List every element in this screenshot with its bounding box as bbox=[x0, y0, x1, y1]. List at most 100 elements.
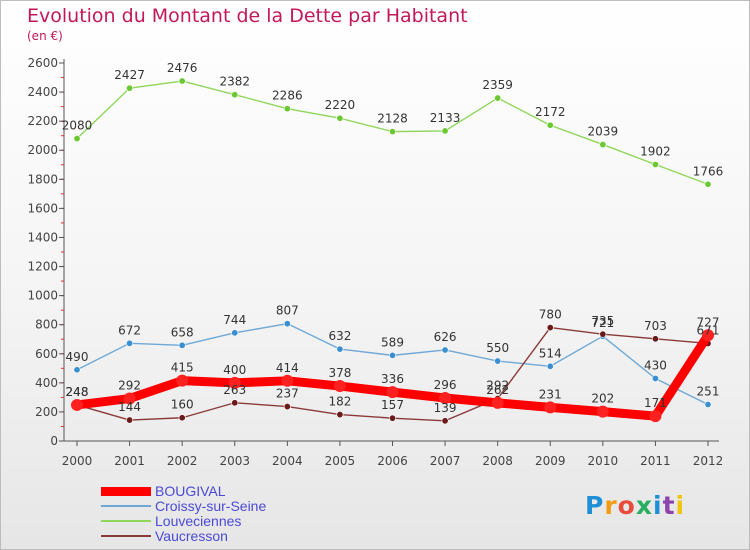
data-point bbox=[544, 401, 557, 414]
data-point bbox=[336, 345, 344, 353]
data-point bbox=[702, 329, 714, 342]
y-tick-label: 200 bbox=[35, 405, 58, 419]
data-label: 262 bbox=[486, 383, 509, 397]
data-point bbox=[126, 416, 134, 424]
logo-letter: r bbox=[604, 491, 618, 520]
legend-label: Louveciennes bbox=[155, 513, 242, 529]
x-tick-label: 2003 bbox=[219, 454, 250, 468]
y-tick-label: 1600 bbox=[27, 201, 58, 215]
data-point bbox=[491, 396, 504, 409]
data-point bbox=[651, 374, 659, 382]
y-tick-label: 1200 bbox=[27, 260, 58, 274]
legend-label: Croissy-sur-Seine bbox=[155, 498, 267, 514]
data-label: 292 bbox=[486, 379, 509, 393]
data-point bbox=[336, 411, 344, 419]
data-label: 144 bbox=[118, 400, 141, 414]
x-tick-label: 2007 bbox=[430, 454, 461, 468]
data-label: 721 bbox=[591, 316, 614, 330]
x-tick-label: 2011 bbox=[640, 454, 671, 468]
data-label: 400 bbox=[223, 363, 246, 377]
legend-swatch bbox=[101, 520, 151, 522]
data-label: 1902 bbox=[640, 144, 671, 158]
data-label: 2476 bbox=[167, 61, 198, 75]
data-label: 231 bbox=[539, 387, 562, 401]
data-label: 735 bbox=[591, 314, 614, 328]
data-label: 2382 bbox=[219, 75, 250, 89]
data-label: 251 bbox=[697, 385, 720, 399]
data-label: 1766 bbox=[693, 164, 724, 178]
x-tick-label: 2010 bbox=[588, 454, 619, 468]
data-label: 490 bbox=[66, 350, 89, 364]
data-point bbox=[439, 391, 452, 404]
data-label: 744 bbox=[223, 313, 246, 327]
data-label: 292 bbox=[118, 379, 141, 393]
legend-swatch bbox=[101, 505, 151, 507]
data-label: 2220 bbox=[325, 98, 356, 112]
data-point bbox=[388, 351, 396, 359]
x-tick-label: 2000 bbox=[62, 454, 93, 468]
data-point bbox=[388, 128, 396, 136]
data-label: 2128 bbox=[377, 112, 408, 126]
y-tick-label: 600 bbox=[35, 347, 58, 361]
data-label: 703 bbox=[644, 319, 667, 333]
legend-swatch bbox=[101, 535, 151, 537]
data-point bbox=[599, 141, 607, 149]
data-point bbox=[178, 77, 186, 85]
data-label: 248 bbox=[66, 385, 89, 399]
data-label: 658 bbox=[171, 325, 194, 339]
data-point bbox=[704, 180, 712, 188]
data-point bbox=[176, 374, 189, 387]
data-point bbox=[649, 410, 662, 423]
x-tick-label: 2005 bbox=[325, 454, 356, 468]
y-tick-label: 2200 bbox=[27, 114, 58, 128]
data-point bbox=[126, 339, 134, 347]
data-point bbox=[704, 401, 712, 409]
y-tick-label: 800 bbox=[35, 318, 58, 332]
data-point bbox=[283, 403, 291, 411]
chart-title: Evolution du Montant de la Dette par Hab… bbox=[27, 5, 468, 27]
data-label: 2427 bbox=[114, 68, 145, 82]
data-point bbox=[178, 341, 186, 349]
data-point bbox=[231, 91, 239, 99]
data-label: 160 bbox=[171, 398, 194, 412]
data-label: 2133 bbox=[430, 111, 461, 125]
data-label: 671 bbox=[697, 323, 720, 337]
data-label: 780 bbox=[539, 308, 562, 322]
x-tick-label: 2008 bbox=[482, 454, 513, 468]
data-label: 430 bbox=[644, 358, 667, 372]
data-label: 202 bbox=[591, 392, 614, 406]
data-point bbox=[494, 357, 502, 365]
data-point bbox=[231, 399, 239, 407]
y-tick-label: 0 bbox=[50, 434, 58, 448]
data-point bbox=[283, 320, 291, 328]
data-point bbox=[178, 414, 186, 422]
data-point bbox=[441, 346, 449, 354]
y-tick-label: 1800 bbox=[27, 172, 58, 186]
y-tick-label: 2400 bbox=[27, 85, 58, 99]
data-label: 2172 bbox=[535, 105, 566, 119]
proxiti-logo: Proxiti bbox=[585, 491, 685, 520]
data-point bbox=[546, 324, 554, 332]
data-point bbox=[73, 366, 81, 374]
data-label: 139 bbox=[434, 401, 457, 415]
data-label: 632 bbox=[328, 329, 351, 343]
data-label: 514 bbox=[539, 346, 562, 360]
data-point bbox=[599, 330, 607, 338]
chart-subtitle: (en €) bbox=[27, 29, 63, 43]
data-point bbox=[281, 374, 294, 387]
data-point bbox=[228, 376, 241, 389]
x-tick-label: 2012 bbox=[693, 454, 724, 468]
data-label: 2039 bbox=[588, 125, 619, 139]
logo-letter: o bbox=[617, 491, 636, 520]
data-label: 2286 bbox=[272, 89, 303, 103]
data-label: 2359 bbox=[482, 78, 513, 92]
legend-label: BOUGIVAL bbox=[155, 483, 226, 499]
data-label: 336 bbox=[381, 372, 404, 386]
logo-letter: x bbox=[635, 491, 653, 520]
data-label: 807 bbox=[276, 304, 299, 318]
data-label: 378 bbox=[328, 366, 351, 380]
data-label: 727 bbox=[697, 315, 720, 329]
data-label: 296 bbox=[434, 378, 457, 392]
data-label: 171 bbox=[644, 396, 667, 410]
data-point bbox=[651, 335, 659, 343]
